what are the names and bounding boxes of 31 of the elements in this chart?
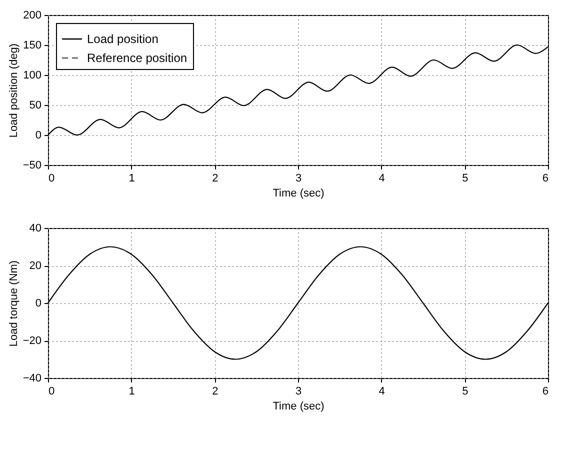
x-tick-label: 0 <box>48 172 55 184</box>
x-tick-label: 2 <box>212 386 218 398</box>
x-tick-label: 4 <box>378 386 385 398</box>
y-axis-title: Load position (deg) <box>8 43 20 138</box>
y-tick-label: 0 <box>35 130 42 142</box>
y-tick-label: 0 <box>35 298 42 310</box>
x-tick-label: 4 <box>378 172 385 184</box>
x-axis-title: Time (sec) <box>272 188 324 200</box>
legend-label: Load position <box>87 32 158 46</box>
x-tick-label: 3 <box>295 386 302 398</box>
x-tick-label: 1 <box>128 386 135 398</box>
y-tick-label: 200 <box>23 10 42 22</box>
x-tick-label: 5 <box>462 172 468 184</box>
y-tick-label: −50 <box>22 160 42 172</box>
y-tick-label: −20 <box>22 335 42 347</box>
x-tick-label: 0 <box>48 386 55 398</box>
x-axis-title: Time (sec) <box>272 400 324 412</box>
y-tick-label: 20 <box>29 260 42 272</box>
x-tick-label: 5 <box>462 386 468 398</box>
x-tick-label: 6 <box>542 172 548 184</box>
legend-label: Reference position <box>87 51 188 65</box>
y-tick-label: 100 <box>23 70 42 82</box>
x-tick-label: 3 <box>295 172 302 184</box>
y-tick-label: −40 <box>22 372 42 384</box>
x-tick-label: 1 <box>128 172 135 184</box>
x-tick-label: 2 <box>212 172 218 184</box>
x-tick-label: 6 <box>542 386 548 398</box>
y-tick-label: 40 <box>29 222 42 234</box>
y-tick-label: 50 <box>29 100 42 112</box>
y-axis-title: Load torque (Nm) <box>8 260 20 347</box>
y-tick-label: 150 <box>23 40 42 52</box>
